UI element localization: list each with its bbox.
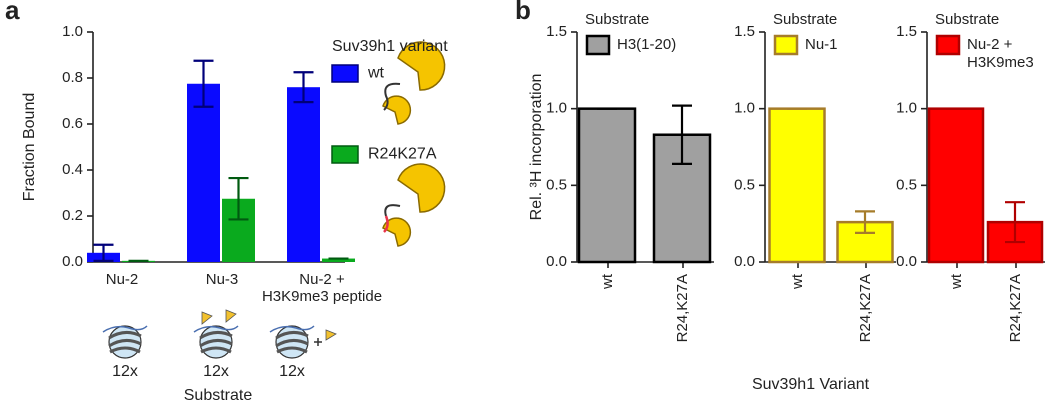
y-tick-label: 0.8 [62,69,83,86]
y-tick-label: 0.5 [896,176,917,193]
y-tick-label: 0.5 [734,176,755,193]
legend-swatch [331,145,359,164]
legend-label: Nu-2 + H3K9me3 [967,36,1034,71]
substrate-count: 12x [112,363,138,380]
legend-swatch [585,34,611,56]
y-tick-label: 1.5 [896,23,917,40]
x-tick-label: Nu-2 [106,271,139,288]
y-tick-label: 0.4 [62,161,83,178]
x-axis-label: Substrate [184,387,253,404]
x-tick-label: wt [599,273,616,290]
chart: 0.0 0.5 1.0 1.5 wt R24,K27A Substrate [896,11,1045,342]
legend-swatch [331,64,359,83]
y-tick-label: 0.0 [62,253,83,270]
bar [287,87,320,262]
y-tick-label: 1.5 [546,23,567,40]
error-bar [93,243,114,262]
legend-swatch [773,34,799,56]
nucleosome-icons [102,309,337,359]
x-tick-label: wt [789,273,806,290]
y-axis-label: Fraction Bound [21,93,38,202]
y-tick-label: 1.5 [734,23,755,40]
x-tick-label: Nu-3 [206,271,239,288]
y-tick-label: 0.2 [62,207,83,224]
chart: 0.0 0.5 1.0 1.5 wt R24,K27A Substrate Suv39h1 V… [734,11,896,393]
panel-label: b [515,0,531,25]
x-tick-label: R24,K27A [857,274,874,342]
legend-label: Nu-1 [805,36,838,53]
error-bar [855,210,875,234]
error-bar [1005,201,1025,244]
y-axis-label: Rel. ³H incorporation [528,74,545,221]
y-tick-label: 1.0 [62,23,83,40]
y-tick-label: 0.0 [896,253,917,270]
legend-label: H3(1-20) [617,36,676,53]
bar [927,107,985,264]
legend-label: wt [367,65,385,82]
y-tick-label: 1.0 [896,100,917,117]
x-axis-label: Suv39h1 Variant [752,376,870,393]
y-tick-label: 0.6 [62,115,83,132]
substrate-count: 12x [279,363,305,380]
bar [322,258,355,262]
error-bar [228,176,249,221]
legend-label: R24K27A [368,146,437,163]
y-tick-label: 0.5 [546,176,567,193]
error-bar [672,104,692,165]
error-bar [193,59,214,108]
legend-title: Substrate [585,11,649,28]
error-bar [293,71,314,104]
x-tick-label: R24,K27A [674,274,691,342]
y-tick-label: 1.0 [734,100,755,117]
legend-title: Suv39h1 variant [332,38,448,55]
bar [187,83,220,262]
y-tick-label: 1.0 [546,100,567,117]
panel-label: a [5,0,20,25]
x-tick-label: wt [948,273,965,290]
chart: b 0.0 0.5 1.0 1.5 Rel. ³H incorporation wt R24,… [515,0,714,342]
bar [577,107,637,264]
y-tick-label: 0.0 [546,253,567,270]
chart: a 0.0 0.2 0.4 0.6 0.8 1.0 Fraction Bound Suv39h1… [5,0,448,404]
x-tick-label: R24,K27A [1007,274,1024,342]
x-tick-label: Nu-2 + H3K9me3 peptide [262,271,382,305]
legend-title: Substrate [773,11,837,28]
enzyme-icons [382,41,446,247]
substrate-count: 12x [203,363,229,380]
legend-title: Substrate [935,11,999,28]
legend-swatch [935,34,961,56]
y-tick-label: 0.0 [734,253,755,270]
bar [768,107,826,264]
